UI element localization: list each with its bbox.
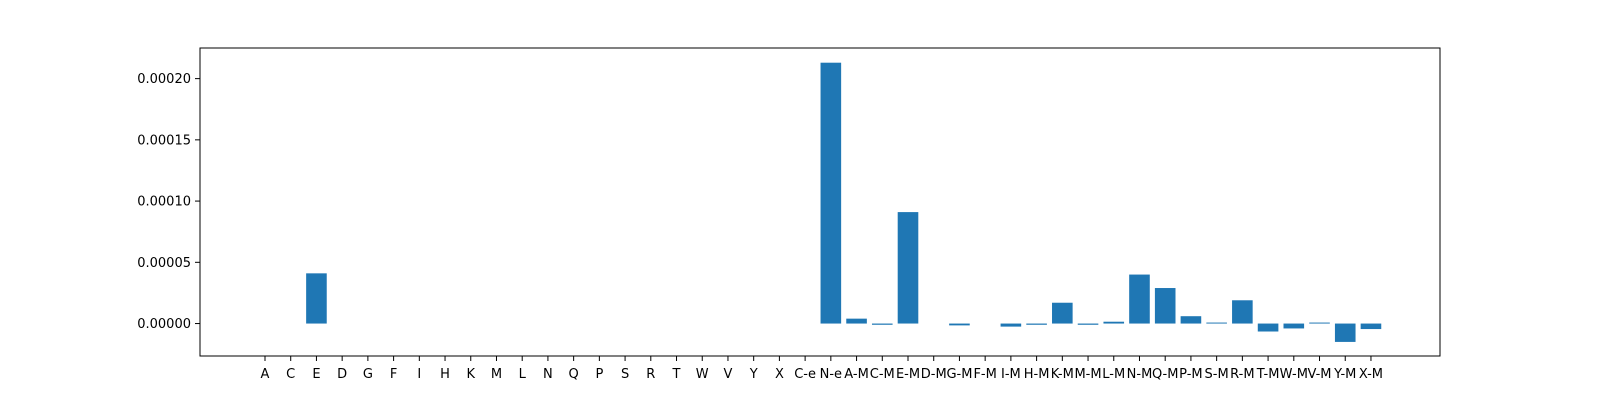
bars-group [306, 62, 1382, 342]
bar-N-M [1129, 274, 1150, 324]
bar-I-M [1000, 323, 1022, 327]
x-tick-label-C-M: C-M [870, 367, 895, 382]
x-tick-label-C-e: C-e [794, 367, 816, 382]
y-tick-label: 0.00010 [137, 195, 191, 210]
x-tick-label-H-M: H-M [1024, 367, 1050, 382]
bar-Q-M [1154, 288, 1176, 324]
x-tick-label-S-M: S-M [1205, 367, 1229, 382]
bar-A-M [846, 318, 867, 324]
x-tick-label-I-M: I-M [1001, 367, 1021, 382]
x-tick-label-R: R [646, 367, 655, 382]
x-tick-label-A: A [261, 367, 270, 382]
bar-V-M [1309, 322, 1330, 324]
x-axis-ticks: A C E D G F I H K M L N Q P S R T W V Y X C-e N-e A-M C-M E-M D-M G… [261, 356, 1383, 382]
x-tick-label-L-M: L-M [1102, 367, 1125, 382]
bar-W-M [1283, 323, 1305, 329]
x-tick-label-L: L [519, 367, 527, 382]
plot-frame [199, 47, 1441, 357]
bar-R-M [1232, 300, 1253, 324]
x-tick-label-V: V [724, 367, 733, 382]
bar-S-M [1206, 322, 1227, 324]
x-tick-label-A-M: A-M [844, 367, 869, 382]
bar-E-M [897, 212, 919, 324]
x-tick-label-P: P [595, 367, 603, 382]
x-tick-label-R-M: R-M [1230, 367, 1254, 382]
bar-Y-M [1334, 323, 1356, 342]
x-tick-label-I: I [417, 367, 421, 382]
y-tick-label: 0.00015 [137, 133, 191, 148]
x-tick-label-G: G [363, 367, 373, 382]
x-tick-label-G-M: G-M [946, 367, 972, 382]
x-tick-label-N-e: N-e [820, 367, 842, 382]
bar-X-M [1360, 323, 1382, 330]
x-tick-label-T: T [672, 367, 681, 382]
x-tick-label-T-M: T-M [1256, 367, 1280, 382]
x-tick-label-Q-M: Q-M [1152, 367, 1179, 382]
bar-C-M [871, 323, 893, 325]
x-tick-label-X: X [775, 367, 784, 382]
x-tick-label-E: E [312, 367, 320, 382]
x-tick-label-K: K [466, 367, 475, 382]
x-tick-label-H: H [440, 367, 450, 382]
x-tick-label-Y-M: Y-M [1333, 367, 1356, 382]
x-tick-label-C: C [286, 367, 295, 382]
x-tick-label-S: S [621, 367, 629, 382]
y-tick-label: 0.00020 [137, 72, 191, 87]
x-tick-label-V-M: V-M [1307, 367, 1331, 382]
x-tick-label-X-M: X-M [1359, 367, 1383, 382]
y-tick-label: 0.00000 [137, 317, 191, 332]
y-axis-ticks: 0.00020 0.00015 0.00010 0.00005 0.00000 [137, 72, 200, 332]
x-tick-label-N: N [543, 367, 553, 382]
x-tick-label-F-M: F-M [973, 367, 996, 382]
bar-K-M [1052, 302, 1073, 324]
x-tick-label-P-M: P-M [1179, 367, 1202, 382]
bar-L-M [1103, 321, 1125, 324]
x-tick-label-M: M [491, 367, 502, 382]
y-tick-label: 0.00005 [137, 256, 191, 271]
x-tick-label-M-M: M-M [1074, 367, 1101, 382]
x-tick-label-D: D [337, 367, 347, 382]
x-tick-label-E-M: E-M [896, 367, 920, 382]
x-tick-label-F: F [390, 367, 397, 382]
x-tick-label-W: W [696, 367, 709, 382]
x-tick-label-D-M: D-M [921, 367, 947, 382]
x-tick-label-Q: Q [569, 367, 579, 382]
bar-T-M [1257, 323, 1279, 332]
bar-P-M [1180, 316, 1202, 324]
bar-G-M [949, 323, 970, 326]
x-tick-label-N-M: N-M [1127, 367, 1153, 382]
bar-N-e [820, 62, 842, 324]
x-tick-label-K-M: K-M [1051, 367, 1074, 382]
bar-H-M [1026, 323, 1047, 325]
x-tick-label-W-M: W-M [1280, 367, 1308, 382]
bar-E [306, 273, 327, 324]
bar-M-M [1077, 323, 1099, 325]
x-tick-label-Y: Y [749, 367, 758, 382]
